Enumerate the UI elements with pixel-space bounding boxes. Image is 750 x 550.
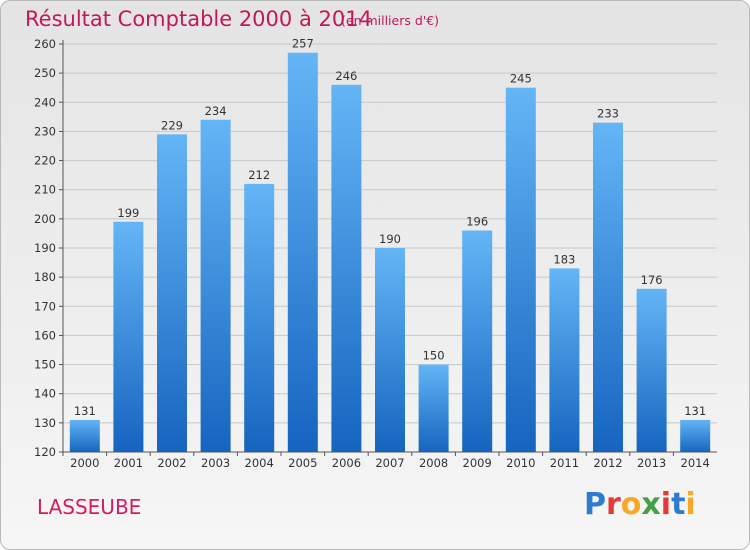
x-tick-label: 2008 — [419, 456, 448, 470]
y-tick-label: 210 — [34, 183, 56, 197]
bar — [375, 248, 405, 452]
bar-value-label: 245 — [510, 72, 532, 86]
y-tick-label: 230 — [34, 124, 56, 138]
bar — [680, 419, 711, 452]
logo-letter: t — [671, 487, 686, 522]
logo-letter: P — [584, 487, 606, 522]
bar — [636, 288, 667, 452]
bar-value-label: 131 — [684, 404, 706, 418]
bar-value-label: 190 — [379, 232, 401, 246]
x-tick-label: 2003 — [201, 456, 230, 470]
logo-letter: i — [660, 487, 672, 522]
bar — [462, 230, 493, 452]
bar-value-label: 131 — [74, 404, 96, 418]
bar — [287, 52, 318, 452]
bar — [331, 84, 362, 453]
bar — [549, 268, 580, 452]
y-tick-label: 190 — [34, 241, 56, 255]
chart-title: Résultat Comptable 2000 à 2014 — [25, 7, 372, 31]
y-tick-label: 170 — [34, 299, 56, 313]
bar-value-labels: 131 199 229 234 212 257 246 190 150 196 245 183 233 1… — [74, 37, 706, 418]
y-tick-label: 240 — [34, 95, 56, 109]
y-tick-label: 140 — [34, 387, 56, 401]
x-tick-label: 2000 — [70, 456, 99, 470]
y-axis-ticks: 120 130 140 150 160 170 180 190 200 210 220 230 240 2… — [34, 37, 63, 459]
bar — [113, 221, 144, 452]
bar-value-label: 150 — [423, 349, 445, 363]
y-tick-label: 130 — [34, 416, 56, 430]
x-tick-label: 2004 — [245, 456, 274, 470]
x-axis-ticks: 2000 2001 2002 2003 2004 2005 2006 2007 2008 2009… — [62, 452, 710, 470]
bar-value-label: 183 — [553, 252, 575, 266]
x-tick-label: 2010 — [506, 456, 535, 470]
y-tick-label: 120 — [34, 445, 56, 459]
logo-letter: o — [620, 487, 642, 522]
proxiti-logo[interactable]: Proxiti — [584, 487, 696, 522]
commune-name: LASSEUBE — [37, 495, 142, 519]
bar-value-label: 196 — [466, 215, 488, 229]
bar — [200, 119, 231, 453]
x-tick-label: 2007 — [375, 456, 404, 470]
bar-value-label: 234 — [205, 104, 227, 118]
x-tick-label: 2012 — [593, 456, 622, 470]
bar — [244, 183, 275, 452]
x-tick-label: 2013 — [637, 456, 666, 470]
y-tick-label: 150 — [34, 358, 56, 372]
y-tick-label: 250 — [34, 66, 56, 80]
bar — [157, 134, 187, 453]
bar — [593, 122, 623, 452]
x-tick-label: 2005 — [288, 456, 317, 470]
bar — [505, 87, 536, 452]
x-tick-label: 2002 — [157, 456, 186, 470]
logo-letter: x — [641, 487, 661, 522]
x-tick-label: 2011 — [550, 456, 579, 470]
chart-unit: (en milliers d'€) — [341, 13, 440, 28]
x-tick-label: 2009 — [463, 456, 492, 470]
bar — [69, 419, 100, 452]
bars — [69, 52, 711, 453]
x-tick-label: 2014 — [681, 456, 710, 470]
y-tick-label: 200 — [34, 212, 56, 226]
bar-value-label: 199 — [117, 206, 139, 220]
x-tick-label: 2001 — [114, 456, 143, 470]
bar — [418, 364, 449, 452]
logo-letter: r — [606, 487, 621, 522]
bar-value-label: 233 — [597, 107, 619, 121]
y-tick-label: 260 — [34, 37, 56, 51]
y-tick-label: 160 — [34, 328, 56, 342]
logo-letter: i — [685, 487, 696, 522]
bar-value-label: 212 — [248, 168, 270, 182]
y-tick-label: 180 — [34, 270, 56, 284]
bar-value-label: 246 — [335, 69, 357, 83]
bar-value-label: 176 — [641, 273, 663, 287]
bar-value-label: 229 — [161, 118, 183, 132]
x-tick-label: 2006 — [332, 456, 361, 470]
bar-value-label: 257 — [292, 37, 314, 51]
axes — [62, 40, 717, 453]
y-tick-label: 220 — [34, 154, 56, 168]
